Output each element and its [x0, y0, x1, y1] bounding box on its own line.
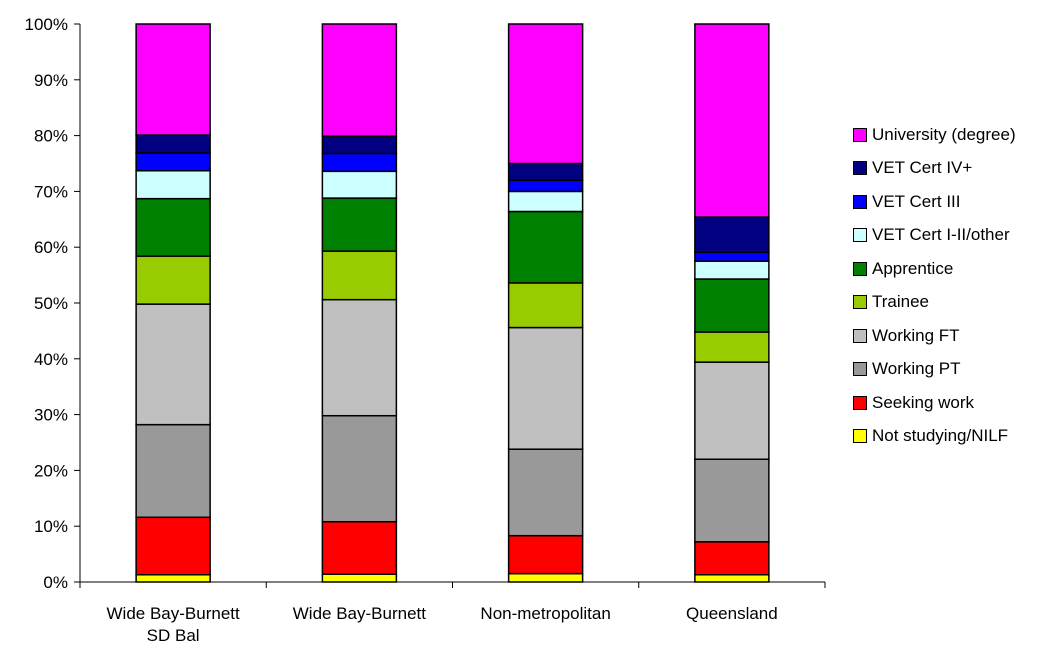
legend: University (degree) VET Cert IV+ VET Cert …: [853, 118, 1053, 453]
y-tick-label: 20%: [34, 461, 68, 480]
bar-segment-vet-cert-iii: [694, 251, 770, 262]
bar-segment-apprentice: [135, 197, 211, 257]
x-category-label: Wide Bay-Burnett: [107, 604, 240, 623]
y-tick-label: 80%: [34, 127, 68, 146]
bar-segment-apprentice: [321, 197, 398, 252]
legend-swatch: [853, 127, 867, 142]
bar-segment-seeking-work: [321, 520, 398, 575]
legend-swatch: [853, 161, 867, 176]
legend-item: Apprentice: [853, 252, 1053, 286]
bar-segment-vet-cert-iv: [321, 135, 398, 155]
bar-segment-trainee: [694, 331, 770, 363]
bar-segment-not-studying-nilf: [321, 573, 398, 583]
bar-segment-vet-cert-iii: [135, 152, 211, 172]
y-tick-label: 60%: [34, 238, 68, 257]
y-tick-label: 50%: [34, 294, 68, 313]
legend-swatch: [853, 429, 867, 444]
legend-item: VET Cert III: [853, 185, 1053, 219]
legend-swatch: [853, 228, 867, 243]
legend-swatch: [853, 395, 867, 410]
legend-item: Seeking work: [853, 386, 1053, 420]
legend-label: Seeking work: [872, 392, 975, 412]
legend-swatch: [853, 328, 867, 343]
bar-segment-working-pt: [321, 414, 398, 523]
bar-segment-vet-cert-i-ii-other: [694, 260, 770, 280]
legend-item: Working FT: [853, 319, 1053, 353]
bar-segment-working-ft: [135, 303, 211, 426]
bar-segment-seeking-work: [135, 516, 211, 576]
legend-label: VET Cert IV+: [872, 158, 973, 178]
bar-segment-apprentice: [694, 278, 770, 333]
bar-segment-working-pt: [507, 448, 584, 537]
y-tick-label: 0%: [43, 573, 68, 592]
bar-segment-trainee: [135, 255, 211, 305]
bar-segment-university-degree: [507, 23, 584, 165]
x-category-label: Queensland: [686, 604, 778, 623]
legend-label: Not studying/NILF: [872, 426, 1009, 446]
x-category-label: SD Bal: [147, 626, 200, 645]
legend-label: VET Cert III: [872, 191, 961, 211]
legend-label: Apprentice: [872, 258, 954, 278]
bar-segment-vet-cert-i-ii-other: [135, 170, 211, 200]
y-tick-label: 10%: [34, 517, 68, 536]
bar-segment-university-degree: [694, 23, 770, 218]
legend-label: VET Cert I-II/other: [872, 225, 1010, 245]
legend-item: University (degree): [853, 118, 1053, 152]
bar-segment-apprentice: [507, 210, 584, 284]
bar-segment-working-pt: [135, 423, 211, 519]
bar-segment-vet-cert-iv: [694, 216, 770, 253]
legend-swatch: [853, 362, 867, 377]
bar-segment-vet-cert-iv: [135, 134, 211, 154]
legend-item: Trainee: [853, 286, 1053, 320]
bar-segment-vet-cert-iv: [507, 162, 584, 181]
legend-item: VET Cert IV+: [853, 152, 1053, 186]
bar-segment-not-studying-nilf: [694, 573, 770, 583]
legend-item: VET Cert I-II/other: [853, 219, 1053, 253]
legend-item: Not studying/NILF: [853, 420, 1053, 454]
y-tick-label: 30%: [34, 406, 68, 425]
y-tick-label: 100%: [25, 15, 68, 34]
bar-segment-not-studying-nilf: [507, 572, 584, 583]
bar-segment-seeking-work: [694, 541, 770, 576]
legend-label: Working PT: [872, 359, 961, 379]
bar-segment-seeking-work: [507, 534, 584, 575]
bar-segment-working-ft: [694, 361, 770, 460]
bar-segment-trainee: [507, 282, 584, 329]
bar-segment-trainee: [321, 250, 398, 301]
bar-segment-university-degree: [135, 23, 211, 136]
y-tick-label: 40%: [34, 350, 68, 369]
x-category-label: Non-metropolitan: [480, 604, 610, 623]
bar-segment-working-ft: [507, 326, 584, 450]
legend-swatch: [853, 194, 867, 209]
bar-segment-university-degree: [321, 23, 398, 137]
bar-segment-vet-cert-iii: [507, 179, 584, 193]
legend-item: Working PT: [853, 353, 1053, 387]
legend-label: University (degree): [872, 124, 1016, 144]
bar-segment-vet-cert-i-ii-other: [321, 170, 398, 199]
legend-swatch: [853, 295, 867, 310]
y-tick-label: 70%: [34, 182, 68, 201]
bar-segment-not-studying-nilf: [135, 573, 211, 583]
bar-segment-working-ft: [321, 298, 398, 417]
bar-segment-vet-cert-i-ii-other: [507, 190, 584, 213]
x-category-label: Wide Bay-Burnett: [293, 604, 426, 623]
bar-segment-vet-cert-iii: [321, 152, 398, 173]
y-tick-label: 90%: [34, 71, 68, 90]
legend-swatch: [853, 261, 867, 276]
legend-label: Trainee: [872, 292, 930, 312]
legend-label: Working FT: [872, 325, 960, 345]
bar-segment-working-pt: [694, 458, 770, 543]
